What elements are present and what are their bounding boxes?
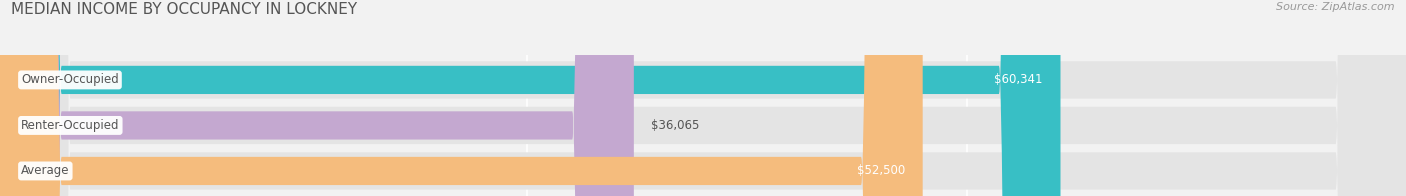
Text: $36,065: $36,065 (651, 119, 700, 132)
Text: Average: Average (21, 164, 69, 177)
FancyBboxPatch shape (0, 0, 634, 196)
Text: Owner-Occupied: Owner-Occupied (21, 74, 120, 86)
Text: Renter-Occupied: Renter-Occupied (21, 119, 120, 132)
Text: MEDIAN INCOME BY OCCUPANCY IN LOCKNEY: MEDIAN INCOME BY OCCUPANCY IN LOCKNEY (11, 2, 357, 17)
Text: Source: ZipAtlas.com: Source: ZipAtlas.com (1277, 2, 1395, 12)
FancyBboxPatch shape (0, 0, 1060, 196)
Text: $52,500: $52,500 (856, 164, 905, 177)
FancyBboxPatch shape (0, 0, 922, 196)
Text: $60,341: $60,341 (994, 74, 1043, 86)
